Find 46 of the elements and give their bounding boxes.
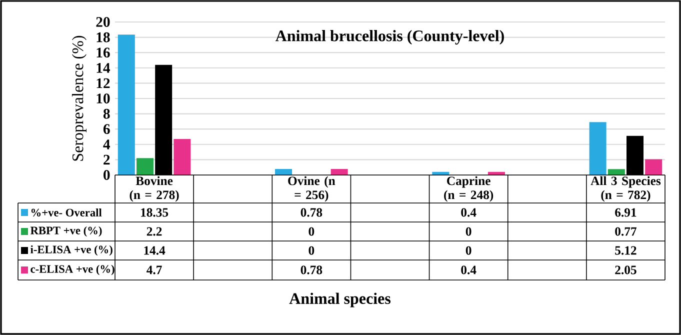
- y-tick-label: 8: [103, 108, 110, 119]
- bar: [330, 169, 348, 175]
- y-tick-label: 0: [104, 170, 110, 180]
- data-label: 0.78: [300, 208, 322, 217]
- y-tick-label: 4: [103, 140, 110, 150]
- bar: [608, 169, 625, 175]
- x-tick-label: Caprine (n = 248): [444, 176, 494, 202]
- legend-label: RBPT +ve (%): [30, 226, 102, 237]
- text: Animal species: [289, 292, 391, 308]
- y-axis-title: Seroprevalence (%): [72, 36, 86, 161]
- data-label: 0.4: [461, 208, 476, 217]
- data-label: 2.05: [615, 266, 636, 274]
- data-label: 0: [308, 227, 314, 236]
- data-label: 0.77: [615, 227, 636, 236]
- bar: [136, 158, 154, 175]
- data-label: 0: [308, 246, 314, 255]
- x-tick-label: Ovine (n = 256): [288, 176, 336, 202]
- legend-label: %+ve- Overall: [31, 208, 102, 216]
- bar: [589, 122, 606, 175]
- y-tick-label: 10: [96, 94, 110, 104]
- bar: [275, 169, 292, 175]
- data-label: 2.2: [146, 227, 162, 236]
- data-label: 18.35: [141, 208, 168, 217]
- data-label: 14.4: [144, 246, 166, 255]
- legend-label: c-ELISA +ve (%): [30, 264, 114, 276]
- y-tick-label: 2: [104, 154, 110, 165]
- y-tick-label: 14: [96, 63, 110, 73]
- y-tick-label: 20: [96, 17, 110, 27]
- bar: [645, 159, 662, 175]
- data-label: 0.78: [300, 266, 322, 274]
- data-label: 5.12: [615, 246, 636, 255]
- data-label: 0.4: [461, 266, 476, 274]
- legend-label: i-ELISA +ve (%): [30, 245, 112, 256]
- y-tick-label: 12: [96, 78, 110, 88]
- y-tick-label: 6: [103, 124, 110, 134]
- y-tick-label: 18: [96, 32, 110, 42]
- bar: [174, 139, 191, 175]
- data-label: 6.91: [615, 208, 636, 217]
- x-tick-label: All 3 Species (n = 782): [590, 176, 661, 202]
- y-tick-label: 16: [96, 48, 110, 58]
- data-label: 0: [466, 246, 472, 255]
- chart-title: Animal brucellosis (County-level): [275, 30, 504, 45]
- data-label: 0: [466, 227, 472, 236]
- data-label: 4.7: [146, 266, 162, 274]
- x-tick-label: Bovine (n = 278): [130, 176, 179, 202]
- bar: [118, 34, 135, 175]
